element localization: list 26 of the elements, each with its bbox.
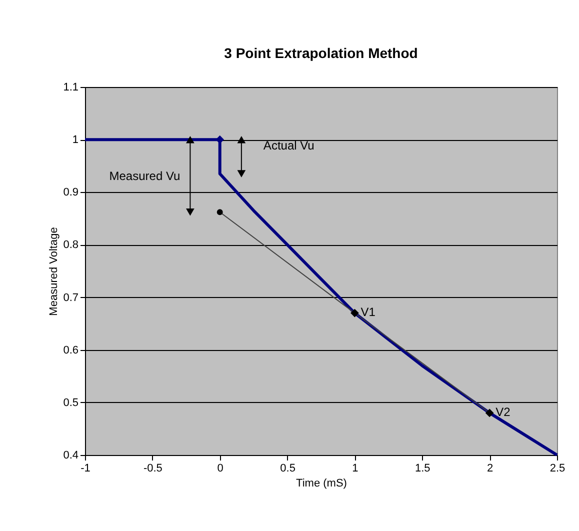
point (485, 408, 494, 418)
x-tick-label: 2 (487, 462, 494, 474)
annotation: V1 (360, 305, 376, 320)
y-tick-label: 1.1 (63, 82, 78, 94)
y-tick-label: 0.9 (63, 186, 78, 199)
point (216, 209, 223, 216)
chart-title: 3 Point Extrapolation Method (224, 45, 418, 61)
y-tick-label: 0.6 (63, 344, 78, 356)
annotation: Measured Vu (109, 168, 180, 183)
x-tick-label: -0.5 (143, 462, 162, 474)
y-tick-label: 1 (72, 134, 78, 146)
y-tick-label: 0.4 (63, 450, 78, 462)
x-tick-label: 0.5 (280, 462, 296, 474)
y-tick-label: 0.7 (63, 292, 78, 304)
annotation: Actual Vu (263, 138, 314, 152)
x-axis-title: Time (mS) (296, 478, 347, 490)
y-tick-label: 0.8 (63, 239, 78, 252)
x-tick-label: 2.5 (550, 462, 566, 474)
y-axis-title: Measured Voltage (48, 227, 60, 316)
x-tick-label: 1 (352, 462, 358, 474)
point (350, 308, 359, 318)
annotation: V2 (496, 404, 511, 419)
x-tick-label: 1.5 (414, 462, 430, 474)
x-tick-label: -1 (80, 462, 90, 474)
y-tick-label: 0.5 (63, 396, 78, 409)
x-tick-label: 0 (217, 462, 224, 474)
